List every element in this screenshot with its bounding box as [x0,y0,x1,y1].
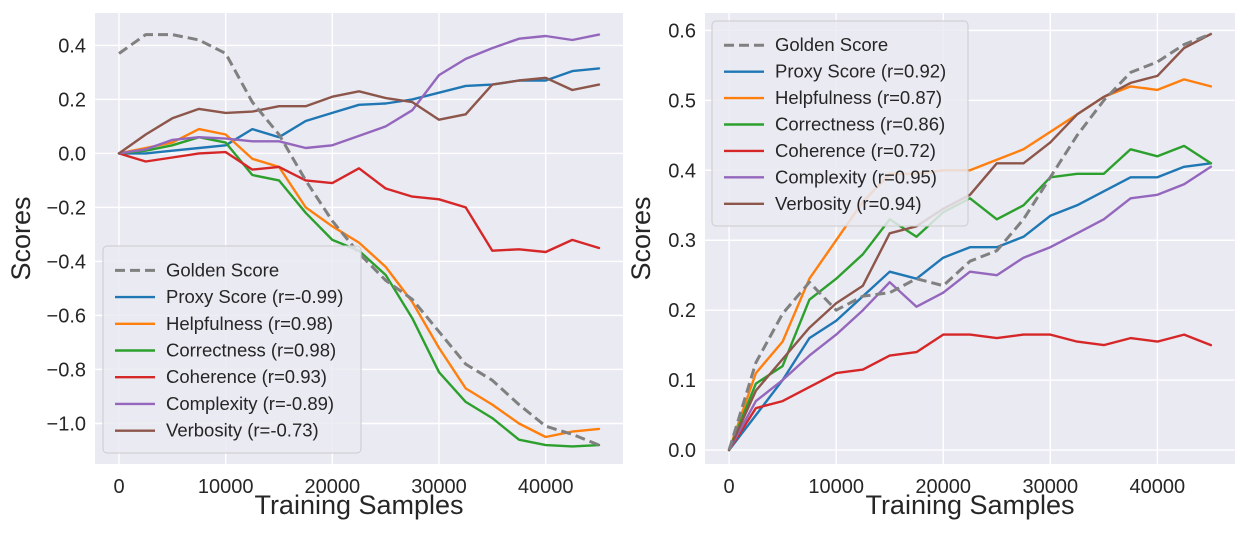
y-axis-label: Scores [626,196,656,280]
x-tick-label: 30000 [411,476,467,498]
y-tick-label: −0.4 [47,251,86,273]
x-tick-label: 30000 [1022,476,1078,498]
legend-entry-1: Proxy Score (r=-0.99) [166,286,343,307]
x-tick-label: 0 [724,476,735,498]
x-axis-label: Training Samples [254,490,463,520]
y-tick-label: 0.0 [668,440,696,462]
y-tick-label: 0.0 [58,143,86,165]
x-tick-label: 20000 [915,476,971,498]
legend-box [711,20,969,227]
series-line-0 [118,33,600,447]
series-line-5 [117,33,601,155]
y-axis-label: Scores [6,196,36,280]
x-tick-label: 40000 [1130,476,1186,498]
legend: Golden Score Proxy Score (r=-0.99) Helpful… [102,245,362,454]
series-line-5 [727,165,1213,452]
y-tick-label: 0.5 [668,90,696,112]
y-tick-label: 0.4 [58,35,86,57]
legend-entry-0: Golden Score [775,34,888,55]
legend-entry-6: Verbosity (r=-0.73) [166,420,319,441]
x-tick-label: 20000 [305,476,361,498]
chart-right: 0 10000 20000 30000 40000 0.0 0.1 0.2 0.3 0.4 0.5 0… [626,13,1235,520]
series-line-4 [727,333,1213,452]
legend-entry-3: Correctness (r=0.86) [775,114,945,135]
series-line-1 [727,162,1213,452]
legend-entry-5: Complexity (r=-0.89) [166,393,334,414]
series-line-6 [117,76,601,155]
legend: Golden Score Proxy Score (r=0.92) Helpfuln… [711,20,969,227]
y-tick-label: 0.4 [668,160,696,182]
x-tick-label: 0 [113,476,124,498]
x-tick-label: 10000 [808,476,864,498]
series-line-0 [727,32,1212,451]
legend-entry-2: Helpfulness (r=0.98) [166,313,333,334]
legend-entry-3: Correctness (r=0.98) [166,340,336,361]
legend-entry-4: Coherence (r=0.93) [166,366,327,387]
y-tick-label: 0.2 [58,89,86,111]
legend-entry-2: Helpfulness (r=0.87) [775,87,942,108]
series-line-2 [727,78,1213,452]
y-tick-label: −1.0 [47,413,86,435]
y-tick-label: 0.3 [668,230,696,252]
y-tick-label: 0.2 [668,300,696,322]
y-tick-label: 0.6 [668,20,696,42]
y-tick-label: 0.1 [668,370,696,392]
x-tick-label: 10000 [198,476,254,498]
legend-box [102,245,362,454]
legend-entry-4: Coherence (r=0.72) [775,140,936,161]
legend-entry-0: Golden Score [166,259,279,280]
series-line-6 [727,32,1213,452]
series-line-4 [117,150,601,254]
y-tick-label: −0.8 [47,359,86,381]
legend-entry-1: Proxy Score (r=0.92) [775,61,946,82]
series-line-2 [117,127,601,439]
chart-left: 0 10000 20000 30000 40000 −1.0 −0.8 −0.6 −0.4 −0.… [6,13,623,520]
legend-entry-5: Complexity (r=0.95) [775,166,937,187]
y-tick-label: −0.2 [47,197,86,219]
y-tick-label: −0.6 [47,305,86,327]
legend-entry-6: Verbosity (r=0.94) [775,193,922,214]
x-tick-label: 40000 [518,476,574,498]
series-line-3 [727,144,1213,452]
x-axis-label: Training Samples [865,490,1074,520]
